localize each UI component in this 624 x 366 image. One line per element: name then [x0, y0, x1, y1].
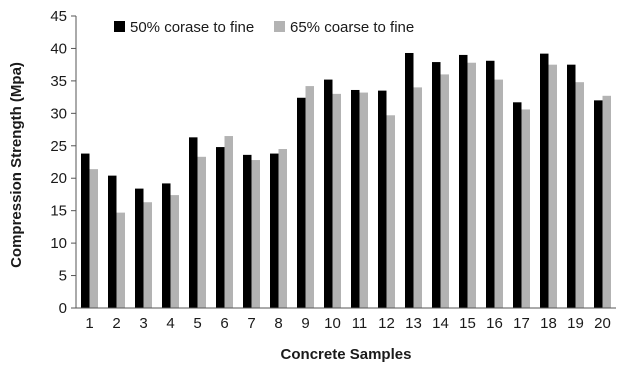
bar-50pct	[378, 90, 387, 308]
x-axis-title: Concrete Samples	[281, 346, 412, 363]
bar-50pct	[486, 60, 495, 309]
bar-50pct	[567, 64, 576, 309]
x-tick-label: 12	[378, 315, 395, 332]
y-tick-label: 15	[50, 203, 67, 220]
bar-65pct	[467, 62, 476, 308]
legend: 50% corase to fine 65% coarse to fine	[114, 19, 414, 36]
bar-65pct	[89, 169, 98, 308]
bar-50pct	[189, 137, 198, 308]
x-tick-label: 11	[352, 315, 368, 332]
bar-65pct	[494, 79, 503, 308]
bar-50pct	[243, 154, 252, 308]
y-tick-label: 20	[50, 170, 67, 187]
bar-50pct	[216, 147, 225, 308]
y-tick-label: 0	[59, 300, 67, 317]
bar-65pct	[386, 115, 395, 308]
bar-65pct	[197, 156, 206, 308]
x-tick-label: 1	[85, 315, 93, 332]
x-tick-label: 8	[274, 315, 282, 332]
bar-50pct	[459, 54, 468, 308]
y-tick-label: 5	[59, 268, 67, 285]
x-tick-label: 6	[220, 315, 228, 332]
legend-swatch-50pct	[114, 21, 125, 32]
x-tick-label: 16	[486, 315, 503, 332]
x-tick-label: 2	[112, 315, 120, 332]
bars	[81, 52, 611, 309]
bar-65pct	[332, 93, 341, 308]
bar-65pct	[224, 136, 233, 308]
x-tick-label: 3	[139, 315, 147, 332]
bar-50pct	[351, 89, 360, 309]
bar-65pct	[143, 202, 152, 308]
x-axis-ticks: 1 2 3 4 5 6 7 8 9 10 11 12 13 14 15 16 17 18 19 20	[85, 315, 611, 332]
bar-50pct	[135, 188, 144, 308]
bar-65pct	[575, 82, 584, 308]
legend-swatch-65pct	[274, 21, 285, 32]
bar-50pct	[594, 100, 603, 308]
y-tick-label: 45	[50, 8, 67, 25]
bar-50pct	[270, 153, 279, 308]
bar-65pct	[359, 92, 368, 309]
legend-label-65pct: 65% coarse to fine	[290, 19, 414, 36]
bar-50pct	[297, 97, 306, 308]
x-tick-label: 14	[432, 315, 449, 332]
bar-50pct	[405, 52, 414, 309]
x-tick-label: 15	[459, 315, 476, 332]
bar-50pct	[324, 79, 333, 308]
x-tick-label: 5	[193, 315, 201, 332]
x-tick-label: 7	[247, 315, 255, 332]
x-tick-label: 20	[594, 315, 611, 332]
bar-65pct	[413, 87, 422, 308]
bar-65pct	[170, 195, 179, 308]
x-tick-label: 19	[567, 315, 584, 332]
bar-65pct	[602, 95, 611, 309]
x-tick-label: 4	[166, 315, 174, 332]
x-tick-label: 10	[324, 315, 341, 332]
x-tick-label: 18	[540, 315, 557, 332]
y-axis-title: Compression Strength (Mpa)	[8, 62, 25, 268]
bar-50pct	[432, 62, 441, 309]
bar-65pct	[548, 64, 557, 309]
bar-50pct	[162, 183, 171, 308]
bar-65pct	[305, 86, 314, 308]
y-tick-label: 40	[50, 40, 67, 57]
y-tick-label: 10	[50, 235, 67, 252]
bar-65pct	[521, 109, 530, 308]
y-axis-ticks: 0 5 10 15 20 25 30 35 40 45	[50, 8, 76, 317]
y-tick-label: 25	[50, 138, 67, 155]
x-tick-label: 13	[405, 315, 422, 332]
y-tick-label: 35	[50, 73, 67, 90]
legend-label-50pct: 50% corase to fine	[130, 19, 254, 36]
x-tick-label: 17	[513, 315, 530, 332]
bar-65pct	[440, 74, 449, 309]
bar-50pct	[108, 175, 117, 308]
bar-65pct	[116, 212, 125, 308]
bar-50pct	[81, 153, 90, 308]
y-tick-label: 30	[50, 105, 67, 122]
bar-50pct	[513, 102, 522, 309]
bar-65pct	[251, 160, 260, 308]
x-tick-label: 9	[301, 315, 309, 332]
bar-65pct	[278, 149, 287, 308]
bar-50pct	[540, 53, 549, 308]
